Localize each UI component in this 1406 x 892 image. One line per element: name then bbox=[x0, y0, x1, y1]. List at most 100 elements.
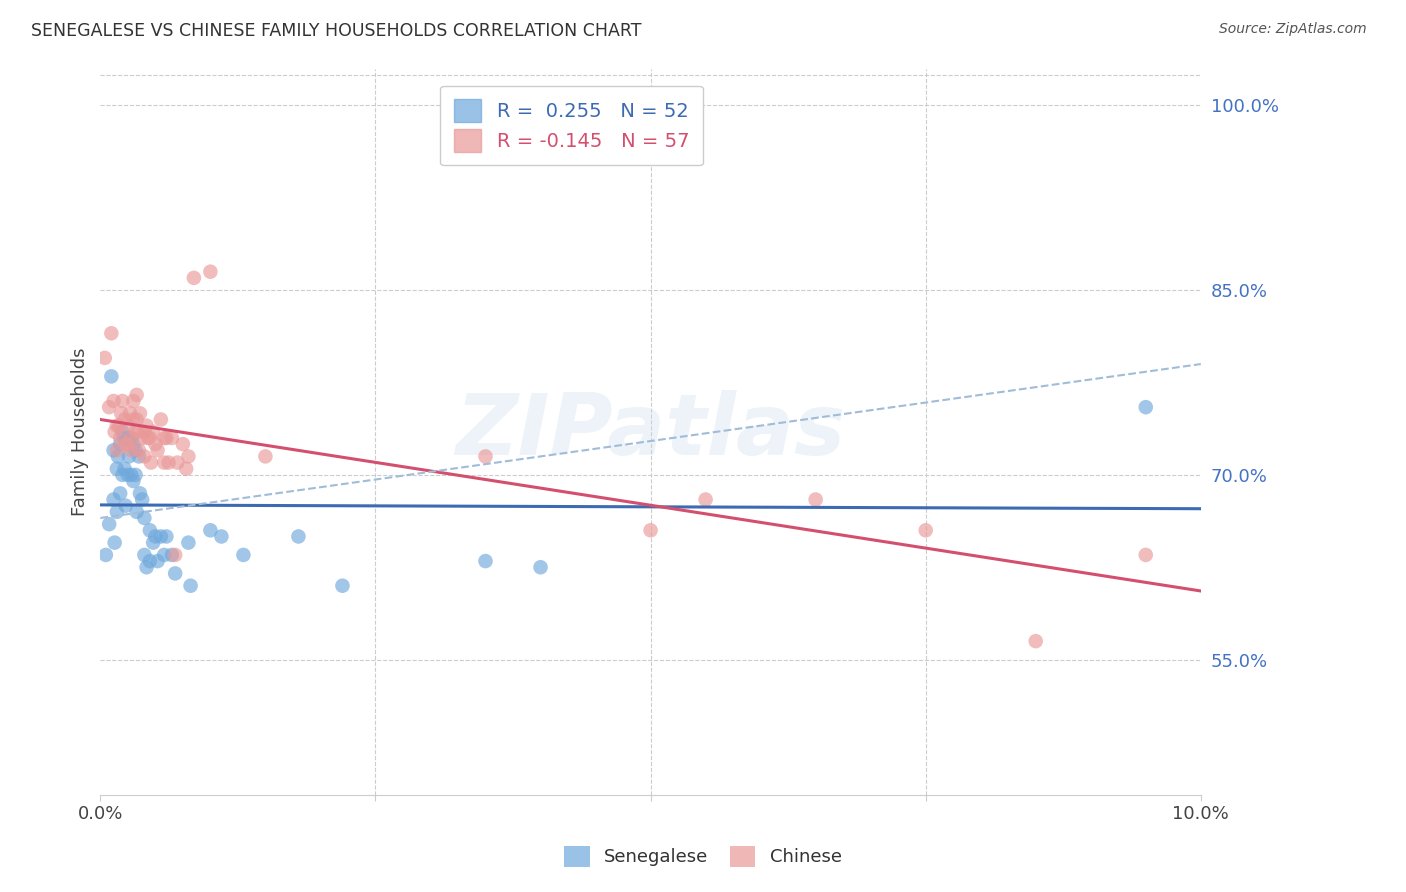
Point bbox=[117, 418, 139, 433]
Point bbox=[122, 474, 145, 488]
Text: ZIPatlas: ZIPatlas bbox=[456, 391, 845, 474]
Point bbox=[111, 425, 134, 439]
Point bbox=[108, 431, 131, 445]
Point bbox=[117, 431, 139, 445]
Point bbox=[1135, 400, 1157, 414]
Point bbox=[695, 492, 717, 507]
Point bbox=[139, 554, 162, 568]
Point bbox=[146, 554, 169, 568]
Point bbox=[129, 486, 152, 500]
Point bbox=[157, 456, 180, 470]
Point bbox=[128, 425, 150, 439]
Point bbox=[134, 511, 156, 525]
Point bbox=[117, 437, 139, 451]
Point bbox=[104, 425, 127, 439]
Point bbox=[128, 450, 150, 464]
Point bbox=[254, 450, 277, 464]
Point bbox=[128, 443, 150, 458]
Point bbox=[103, 443, 125, 458]
Point bbox=[122, 437, 145, 451]
Point bbox=[183, 271, 205, 285]
Point bbox=[153, 456, 176, 470]
Point bbox=[145, 529, 167, 543]
Point bbox=[332, 579, 354, 593]
Point bbox=[149, 412, 172, 426]
Point bbox=[474, 450, 496, 464]
Point bbox=[145, 437, 167, 451]
Point bbox=[149, 529, 172, 543]
Point bbox=[108, 418, 131, 433]
Point bbox=[98, 400, 121, 414]
Point bbox=[134, 425, 156, 439]
Point bbox=[108, 486, 131, 500]
Point bbox=[135, 560, 157, 574]
Point bbox=[142, 425, 165, 439]
Point bbox=[804, 492, 827, 507]
Y-axis label: Family Households: Family Households bbox=[72, 348, 89, 516]
Point bbox=[1025, 634, 1047, 648]
Point bbox=[108, 437, 131, 451]
Point bbox=[174, 461, 197, 475]
Point bbox=[120, 467, 142, 482]
Point bbox=[155, 431, 177, 445]
Point bbox=[105, 443, 128, 458]
Point bbox=[134, 450, 156, 464]
Point bbox=[131, 431, 153, 445]
Point bbox=[287, 529, 309, 543]
Point bbox=[180, 579, 202, 593]
Point bbox=[160, 548, 183, 562]
Point bbox=[114, 437, 136, 451]
Point bbox=[139, 456, 162, 470]
Point bbox=[134, 548, 156, 562]
Point bbox=[914, 524, 936, 538]
Point bbox=[118, 450, 141, 464]
Point bbox=[166, 456, 188, 470]
Point bbox=[105, 418, 128, 433]
Legend: Senegalese, Chinese: Senegalese, Chinese bbox=[557, 838, 849, 874]
Point bbox=[103, 492, 125, 507]
Point bbox=[114, 412, 136, 426]
Point bbox=[640, 524, 662, 538]
Point bbox=[94, 351, 117, 365]
Point bbox=[142, 535, 165, 549]
Point bbox=[105, 461, 128, 475]
Point bbox=[474, 554, 496, 568]
Point bbox=[153, 431, 176, 445]
Point bbox=[107, 450, 129, 464]
Point bbox=[165, 548, 187, 562]
Point bbox=[124, 467, 146, 482]
Point bbox=[100, 369, 122, 384]
Point bbox=[232, 548, 254, 562]
Point bbox=[1135, 548, 1157, 562]
Point bbox=[111, 467, 134, 482]
Point bbox=[160, 431, 183, 445]
Legend: R =  0.255   N = 52, R = -0.145   N = 57: R = 0.255 N = 52, R = -0.145 N = 57 bbox=[440, 86, 703, 165]
Point bbox=[111, 394, 134, 409]
Point bbox=[120, 431, 142, 445]
Point bbox=[139, 524, 162, 538]
Point bbox=[110, 406, 132, 420]
Point bbox=[135, 418, 157, 433]
Point bbox=[120, 406, 142, 420]
Point bbox=[172, 437, 194, 451]
Point bbox=[146, 443, 169, 458]
Point bbox=[94, 548, 117, 562]
Point bbox=[104, 535, 127, 549]
Point bbox=[155, 529, 177, 543]
Point bbox=[105, 505, 128, 519]
Point bbox=[125, 505, 148, 519]
Point bbox=[177, 535, 200, 549]
Point bbox=[122, 412, 145, 426]
Point bbox=[136, 431, 159, 445]
Point bbox=[200, 265, 222, 279]
Point bbox=[177, 450, 200, 464]
Point bbox=[125, 412, 148, 426]
Point bbox=[122, 394, 145, 409]
Point bbox=[114, 431, 136, 445]
Point bbox=[139, 431, 162, 445]
Point bbox=[100, 326, 122, 341]
Point bbox=[124, 425, 146, 439]
Text: Source: ZipAtlas.com: Source: ZipAtlas.com bbox=[1219, 22, 1367, 37]
Point bbox=[103, 394, 125, 409]
Point bbox=[209, 529, 232, 543]
